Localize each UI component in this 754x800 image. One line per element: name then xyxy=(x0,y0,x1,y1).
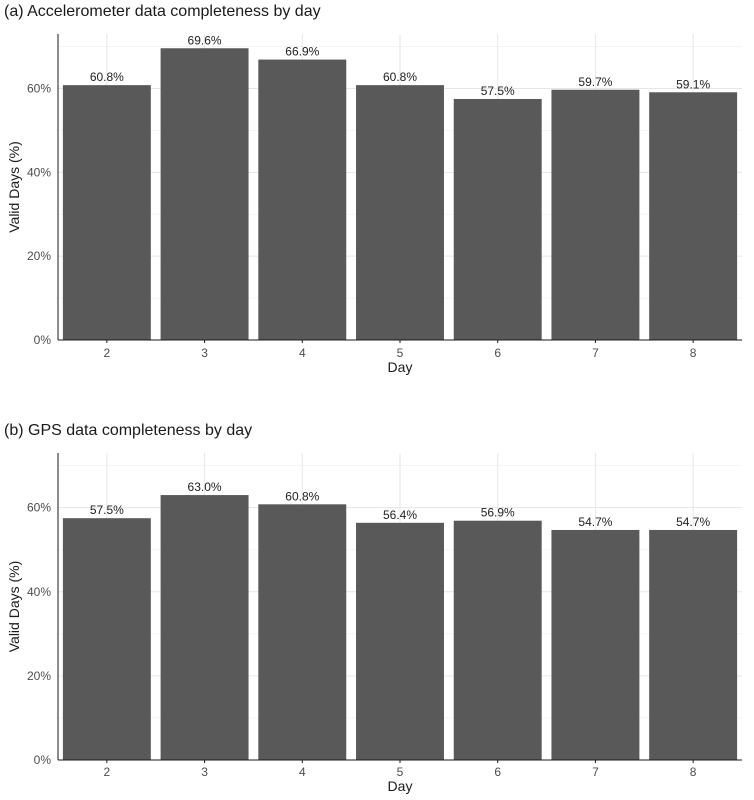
data-label: 59.1% xyxy=(676,77,710,91)
data-label: 56.4% xyxy=(383,508,417,522)
x-tick-label: 3 xyxy=(201,346,208,360)
x-axis-label: Day xyxy=(388,359,413,375)
data-label: 59.7% xyxy=(578,75,612,89)
data-label: 60.8% xyxy=(90,70,124,84)
x-tick-label: 6 xyxy=(494,765,501,779)
chart-title: (b) GPS data completeness by day xyxy=(4,422,252,439)
bar xyxy=(160,48,249,341)
x-tick-label: 8 xyxy=(690,765,697,779)
x-tick-label: 2 xyxy=(104,346,111,360)
data-label: 54.7% xyxy=(578,515,612,529)
y-tick-label: 0% xyxy=(34,753,52,767)
y-tick-label: 60% xyxy=(27,501,51,515)
bar xyxy=(258,504,347,760)
chart-title: (a) Accelerometer data completeness by d… xyxy=(4,3,321,20)
bar xyxy=(453,520,542,760)
data-label: 57.5% xyxy=(90,503,124,517)
y-tick-label: 0% xyxy=(34,333,52,347)
x-tick-label: 7 xyxy=(592,765,599,779)
x-tick-label: 4 xyxy=(299,346,306,360)
data-label: 69.6% xyxy=(188,33,222,47)
y-tick-label: 60% xyxy=(27,81,51,95)
bar xyxy=(356,85,444,340)
data-label: 60.8% xyxy=(285,489,319,503)
x-tick-label: 7 xyxy=(592,346,599,360)
data-label: 56.9% xyxy=(481,506,515,520)
y-axis-label: Valid Days (%) xyxy=(6,141,22,233)
x-tick-label: 2 xyxy=(104,765,111,779)
data-label: 60.8% xyxy=(383,70,417,84)
x-tick-label: 5 xyxy=(397,765,404,779)
x-tick-label: 4 xyxy=(299,765,306,779)
data-label: 57.5% xyxy=(481,84,515,98)
bar xyxy=(551,89,640,340)
y-tick-label: 40% xyxy=(27,585,51,599)
data-label: 66.9% xyxy=(285,45,319,59)
bar xyxy=(62,85,151,340)
x-tick-label: 3 xyxy=(201,765,208,779)
x-tick-label: 8 xyxy=(690,346,697,360)
panel-b: (b) GPS data completeness by day 0% 20% 40%… xyxy=(4,422,742,794)
panel-a: (a) Accelerometer data completeness by d… xyxy=(4,3,742,375)
bar xyxy=(649,529,738,760)
data-label: 63.0% xyxy=(188,480,222,494)
y-axis-label: Valid Days (%) xyxy=(6,561,22,653)
bar xyxy=(453,98,542,341)
bar xyxy=(258,59,347,341)
y-tick-label: 40% xyxy=(27,165,51,179)
bar xyxy=(62,518,151,760)
y-tick-label: 20% xyxy=(27,669,51,683)
bar xyxy=(649,92,738,341)
y-tick-label: 20% xyxy=(27,249,51,263)
x-axis-label: Day xyxy=(388,778,413,794)
bar xyxy=(551,529,640,760)
x-tick-label: 5 xyxy=(397,346,404,360)
bar xyxy=(160,495,249,760)
bar xyxy=(356,522,444,760)
data-label: 54.7% xyxy=(676,515,710,529)
x-tick-label: 6 xyxy=(494,346,501,360)
